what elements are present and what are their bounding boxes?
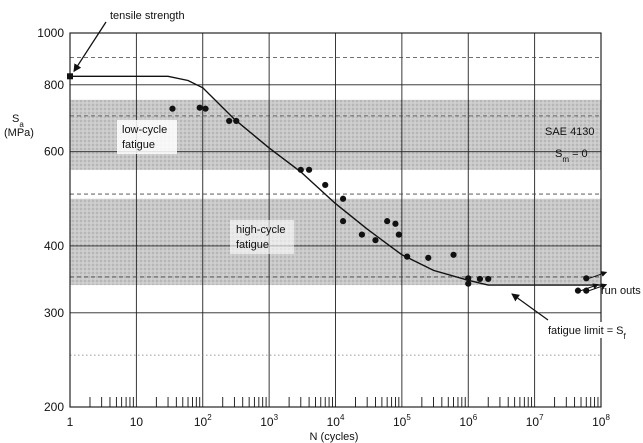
- data-points: [169, 104, 492, 287]
- x-tick-label: 102: [194, 413, 212, 429]
- y-tick-label: 600: [44, 145, 64, 159]
- runout-point: [583, 287, 590, 294]
- data-point: [384, 218, 391, 225]
- data-point: [196, 104, 203, 111]
- data-point: [297, 166, 304, 173]
- runout-points: [574, 271, 608, 294]
- x-tick-label: 103: [260, 413, 278, 429]
- x-tick-label: 10: [130, 415, 144, 429]
- data-point: [465, 275, 472, 282]
- data-point: [169, 105, 176, 112]
- low-cycle-label-line1: low-cycle: [122, 124, 167, 136]
- y-tick-label: 400: [44, 239, 64, 253]
- data-point: [339, 195, 347, 202]
- x-tick-label: 105: [393, 413, 411, 429]
- fatigue-limit-label-bg: [545, 322, 641, 338]
- low-cycle-label-box: low-cycle fatigue: [117, 120, 177, 154]
- x-tick-label: 107: [526, 413, 544, 429]
- plot-frame: [69, 32, 602, 408]
- y-tick-labels: 200 300 400 600 800 1000: [37, 26, 64, 414]
- fatigue-limit-arrow: [511, 293, 549, 321]
- runouts-label: run outs: [601, 285, 641, 297]
- data-point: [425, 254, 432, 261]
- tensile-strength-arrow: [73, 21, 107, 73]
- y-tick-label: 800: [44, 78, 64, 92]
- low-cycle-label-line2: fatigue: [122, 139, 155, 151]
- data-point: [465, 280, 472, 287]
- fatigue-limit-label: fatigue limit = Sf: [548, 325, 627, 341]
- high-cycle-label-line2: fatigue: [236, 239, 269, 251]
- y-axis-title: Sa: [12, 113, 24, 129]
- runout-point: [583, 275, 590, 282]
- data-point: [450, 251, 457, 258]
- grid: [70, 33, 601, 407]
- data-point: [395, 231, 402, 238]
- data-point: [202, 105, 209, 112]
- data-point: [404, 253, 411, 260]
- data-point: [392, 220, 399, 227]
- y-tick-label: 300: [44, 306, 64, 320]
- data-point: [233, 117, 240, 125]
- high-cycle-label-box: high-cycle fatigue: [230, 220, 294, 254]
- data-point: [476, 275, 484, 283]
- y-tick-label: 200: [44, 400, 64, 414]
- data-point: [339, 218, 347, 225]
- material-label: SAE 4130: [545, 126, 595, 138]
- x-minor-ticks: [89, 397, 599, 407]
- y-axis-unit: (MPa): [4, 127, 34, 139]
- x-tick-label: 1: [67, 415, 74, 429]
- runout-arrow: [589, 283, 608, 292]
- x-tick-label: 106: [459, 413, 477, 429]
- data-point: [372, 237, 379, 244]
- tensile-strength-label: tensile strength: [110, 10, 185, 22]
- y-tick-label: 1000: [37, 26, 64, 40]
- high-cycle-label-line1: high-cycle: [236, 224, 286, 236]
- mean-stress-label: Sm = 0: [555, 148, 588, 164]
- x-axis-title: N (cycles): [310, 431, 359, 443]
- data-point: [226, 117, 233, 125]
- runout-arrow: [589, 271, 608, 279]
- x-tick-label: 108: [592, 413, 610, 429]
- data-point: [305, 166, 313, 173]
- sn-fit-curve: [70, 75, 601, 286]
- runout-point: [574, 287, 582, 294]
- data-point: [322, 181, 329, 189]
- tensile-strength-marker: [67, 73, 73, 80]
- data-point: [485, 275, 492, 283]
- x-tick-label: 104: [327, 413, 345, 429]
- data-point: [358, 231, 366, 238]
- x-tick-labels: 1 10 102 103 104 105 106 107 108: [67, 413, 611, 429]
